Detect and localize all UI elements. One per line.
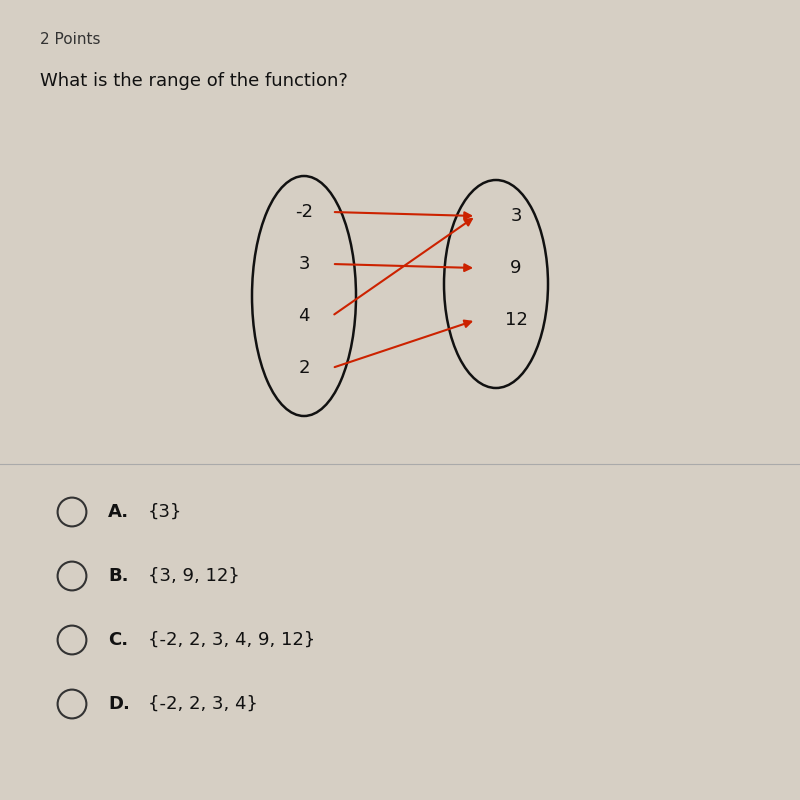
Text: 2 Points: 2 Points	[40, 32, 101, 47]
Text: 3: 3	[298, 255, 310, 273]
Text: B.: B.	[108, 567, 129, 585]
Text: 4: 4	[298, 307, 310, 325]
Text: {3, 9, 12}: {3, 9, 12}	[148, 567, 240, 585]
Text: 3: 3	[510, 207, 522, 225]
Text: {-2, 2, 3, 4}: {-2, 2, 3, 4}	[148, 695, 258, 713]
Text: What is the range of the function?: What is the range of the function?	[40, 72, 348, 90]
Text: {-2, 2, 3, 4, 9, 12}: {-2, 2, 3, 4, 9, 12}	[148, 631, 315, 649]
Text: {3}: {3}	[148, 503, 182, 521]
Text: D.: D.	[108, 695, 130, 713]
Text: 9: 9	[510, 259, 522, 277]
Text: C.: C.	[108, 631, 128, 649]
Text: 12: 12	[505, 311, 527, 329]
Text: A.: A.	[108, 503, 129, 521]
Text: -2: -2	[295, 203, 313, 221]
Text: 2: 2	[298, 359, 310, 377]
